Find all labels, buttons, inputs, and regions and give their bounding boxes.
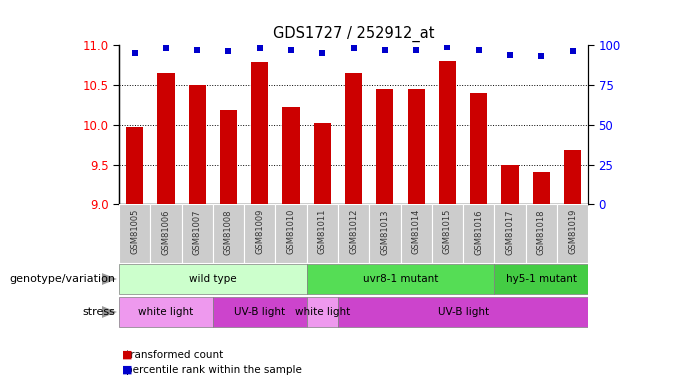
Bar [338,297,588,327]
Bar [345,73,362,204]
Bar [494,264,588,294]
Bar [401,204,432,262]
Bar [188,85,206,204]
Bar [119,264,307,294]
Point [348,45,359,51]
Polygon shape [102,306,117,318]
Text: GSM81015: GSM81015 [443,209,452,254]
Bar [220,110,237,204]
Text: white light: white light [294,307,350,317]
Text: GSM81018: GSM81018 [537,209,546,255]
Title: GDS1727 / 252912_at: GDS1727 / 252912_at [273,26,435,42]
Bar [463,204,494,262]
Text: ■: ■ [122,365,133,375]
Bar [126,127,143,204]
Text: GSM81011: GSM81011 [318,209,327,254]
Bar [119,297,213,327]
Point [505,52,515,58]
Text: genotype/variation: genotype/variation [10,274,116,284]
Bar [407,89,425,204]
Point [192,47,203,53]
Bar [213,297,307,327]
Text: uvr8-1 mutant: uvr8-1 mutant [363,274,438,284]
Bar [251,62,269,204]
Bar [526,204,557,262]
Point [160,45,171,51]
Text: GSM81016: GSM81016 [474,209,483,255]
Text: GSM81009: GSM81009 [255,209,265,254]
Text: GSM81017: GSM81017 [505,209,515,255]
Point [536,53,547,59]
Point [223,48,234,54]
Text: transformed count: transformed count [126,350,223,360]
Text: GSM81013: GSM81013 [380,209,390,255]
Text: GSM81006: GSM81006 [161,209,171,255]
Bar [338,204,369,262]
Bar [244,204,275,262]
Text: hy5-1 mutant: hy5-1 mutant [506,274,577,284]
Point [129,50,140,56]
Text: percentile rank within the sample: percentile rank within the sample [126,365,302,375]
Bar [119,204,150,262]
Text: ■: ■ [122,350,133,360]
Bar [150,204,182,262]
Bar [532,172,550,204]
Bar [313,123,331,204]
Point [442,44,453,50]
Text: GSM81010: GSM81010 [286,209,296,254]
Bar [376,89,394,204]
Text: UV-B light: UV-B light [437,307,489,317]
Text: UV-B light: UV-B light [234,307,286,317]
Bar [275,204,307,262]
Bar [307,264,494,294]
Text: GSM81019: GSM81019 [568,209,577,254]
Point [379,47,390,53]
Text: GSM81007: GSM81007 [192,209,202,255]
Text: stress: stress [83,307,116,317]
Point [317,50,328,56]
Text: GSM81014: GSM81014 [411,209,421,254]
Point [254,45,265,51]
Bar [307,204,338,262]
Bar [470,93,488,204]
Point [567,48,578,54]
Text: GSM81008: GSM81008 [224,209,233,255]
Point [411,47,422,53]
Bar [157,73,175,204]
Bar [564,150,581,204]
Bar [439,61,456,204]
Bar [557,204,588,262]
Bar [369,204,401,262]
Bar [494,204,526,262]
Bar [432,204,463,262]
Bar [282,107,300,204]
Text: GSM81005: GSM81005 [130,209,139,254]
Bar [501,165,519,204]
Bar [182,204,213,262]
Point [286,47,296,53]
Text: white light: white light [138,307,194,317]
Polygon shape [102,273,117,285]
Text: wild type: wild type [189,274,237,284]
Bar [213,204,244,262]
Point [473,47,484,53]
Text: GSM81012: GSM81012 [349,209,358,254]
Bar [307,297,338,327]
